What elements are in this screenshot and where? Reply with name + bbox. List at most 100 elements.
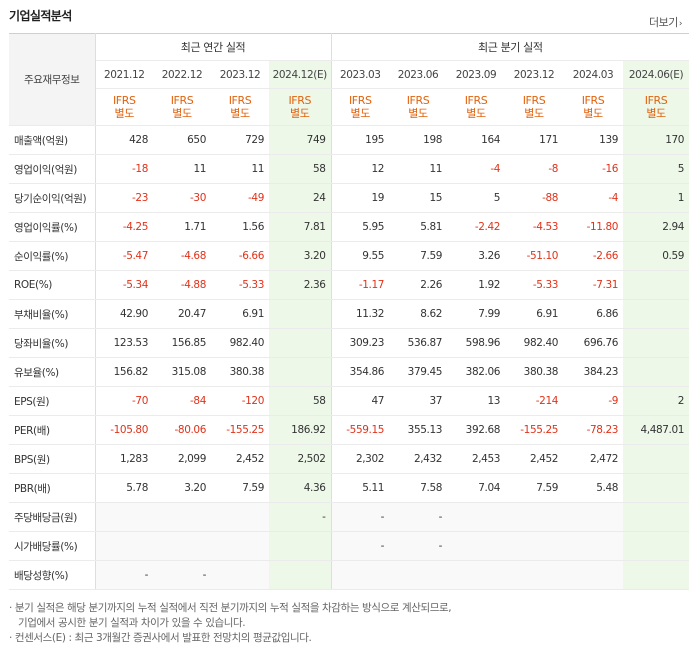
value-cell: -51.10 <box>505 241 564 271</box>
value-cell: 11 <box>389 154 448 184</box>
value-cell: 380.38 <box>505 357 564 387</box>
row-label: EPS(원) <box>9 386 96 416</box>
value-cell: 315.08 <box>153 357 211 387</box>
value-cell: 7.59 <box>389 241 448 271</box>
value-cell: 4.36 <box>269 473 332 503</box>
value-cell: 1,283 <box>95 444 153 474</box>
separate-label: 별도 <box>583 107 603 120</box>
value-cell: 2,453 <box>447 444 506 474</box>
value-cell: 428 <box>95 125 153 155</box>
value-cell: 1.56 <box>211 212 269 242</box>
period-header: 2021.12 <box>95 60 153 89</box>
value-cell: 20.47 <box>153 299 211 329</box>
value-cell: 7.04 <box>447 473 506 503</box>
value-cell: 170 <box>623 125 690 155</box>
separate-label: 별도 <box>646 107 666 120</box>
value-cell <box>623 270 690 300</box>
value-cell: -5.33 <box>505 270 564 300</box>
value-cell <box>505 502 564 532</box>
value-cell: -78.23 <box>563 415 624 445</box>
table-row: 배당성향(%) - - <box>9 560 690 590</box>
separate-label: 별도 <box>114 107 135 120</box>
table-row: PBR(배) 5.78 3.20 7.59 4.36 5.11 7.58 7.04 7.59 5.… <box>9 473 690 503</box>
value-cell: - <box>331 502 390 532</box>
value-cell: 982.40 <box>211 328 269 358</box>
value-cell: 12 <box>331 154 390 184</box>
ifrs-label: IFRS <box>522 94 546 107</box>
period-header: 2023.06 <box>389 60 448 89</box>
value-cell: 380.38 <box>211 357 269 387</box>
value-cell: -5.34 <box>95 270 153 300</box>
table-row: 유보율(%) 156.82 315.08 380.38 354.86 379.45 382.… <box>9 357 690 387</box>
value-cell <box>623 444 690 474</box>
ifrs-label: IFRS <box>348 94 372 107</box>
value-cell: 139 <box>563 125 624 155</box>
value-cell <box>269 328 332 358</box>
table-row: 당기순이익(억원) -23 -30 -49 24 19 15 5 -88 -4 1 <box>9 183 690 213</box>
ifrs-label: IFRS <box>112 94 136 107</box>
ifrs-header: IFRS 별도 <box>505 88 564 126</box>
value-cell: -6.66 <box>211 241 269 271</box>
value-cell: 749 <box>269 125 332 155</box>
value-cell <box>211 560 269 590</box>
value-cell <box>623 531 690 561</box>
value-cell <box>505 560 564 590</box>
table-row: EPS(원) -70 -84 -120 58 47 37 13 -214 -9 2 <box>9 386 690 416</box>
value-cell: 392.68 <box>447 415 506 445</box>
value-cell: 123.53 <box>95 328 153 358</box>
value-cell <box>389 560 448 590</box>
footnote-1: · 분기 실적은 해당 분기까지의 누적 실적에서 직전 분기까지의 누적 실적… <box>9 602 452 614</box>
footnote-2: · 컨센서스(E) : 최근 3개월간 증권사에서 발표한 전망치의 평균값입니… <box>9 632 312 644</box>
value-cell: 309.23 <box>331 328 390 358</box>
value-cell: - <box>331 531 390 561</box>
more-label: 더보기 <box>649 16 678 29</box>
value-cell <box>623 560 690 590</box>
value-cell: 7.81 <box>269 212 332 242</box>
value-cell: -2.42 <box>447 212 506 242</box>
ifrs-header: IFRS 별도 <box>447 88 506 126</box>
chevron-right-icon: › <box>678 19 683 29</box>
table-row: 부채비율(%) 42.90 20.47 6.91 11.32 8.62 7.99 6.91 6.… <box>9 299 690 329</box>
table-row: 주당배당금(원) - - - <box>9 502 690 532</box>
ifrs-label: IFRS <box>644 94 668 107</box>
table-header: 주요재무정보 최근 연간 실적 최근 분기 실적 2021.12 2022.12 2… <box>9 33 690 126</box>
value-cell: -49 <box>211 183 269 213</box>
value-cell <box>563 560 624 590</box>
separate-label: 별도 <box>524 107 544 120</box>
value-cell: 47 <box>331 386 390 416</box>
value-cell: -7.31 <box>563 270 624 300</box>
value-cell: 1.92 <box>447 270 506 300</box>
table-row: 매출액(억원) 428 650 729 749 195 198 164 171 139 170 <box>9 125 690 155</box>
ifrs-header: IFRS 별도 <box>153 88 211 126</box>
footnotes: · 분기 실적은 해당 분기까지의 누적 실적에서 직전 분기까지의 누적 실적… <box>9 601 452 646</box>
value-cell: -120 <box>211 386 269 416</box>
value-cell <box>447 502 506 532</box>
row-label: 부채비율(%) <box>9 299 96 329</box>
value-cell: -4 <box>447 154 506 184</box>
value-cell: 5.11 <box>331 473 390 503</box>
more-link[interactable]: 더보기› <box>649 14 683 30</box>
value-cell: 11.32 <box>331 299 390 329</box>
row-label: ROE(%) <box>9 270 96 300</box>
row-label: BPS(원) <box>9 444 96 474</box>
value-cell: 696.76 <box>563 328 624 358</box>
value-cell: 536.87 <box>389 328 448 358</box>
value-cell: 7.58 <box>389 473 448 503</box>
table-body: 매출액(억원) 428 650 729 749 195 198 164 171 139 170 영업이… <box>9 125 690 590</box>
ifrs-label: IFRS <box>581 94 605 107</box>
value-cell: 5 <box>623 154 690 184</box>
value-cell: 355.13 <box>389 415 448 445</box>
value-cell: 13 <box>447 386 506 416</box>
value-cell <box>331 560 390 590</box>
value-cell: -2.66 <box>563 241 624 271</box>
value-cell: 156.82 <box>95 357 153 387</box>
table-row: 영업이익률(%) -4.25 1.71 1.56 7.81 5.95 5.81 -2.42 -4… <box>9 212 690 242</box>
value-cell: 1.71 <box>153 212 211 242</box>
value-cell: 7.59 <box>211 473 269 503</box>
value-cell: 7.59 <box>505 473 564 503</box>
value-cell: -8 <box>505 154 564 184</box>
value-cell: 9.55 <box>331 241 390 271</box>
value-cell: -214 <box>505 386 564 416</box>
value-cell: -88 <box>505 183 564 213</box>
value-cell: 729 <box>211 125 269 155</box>
